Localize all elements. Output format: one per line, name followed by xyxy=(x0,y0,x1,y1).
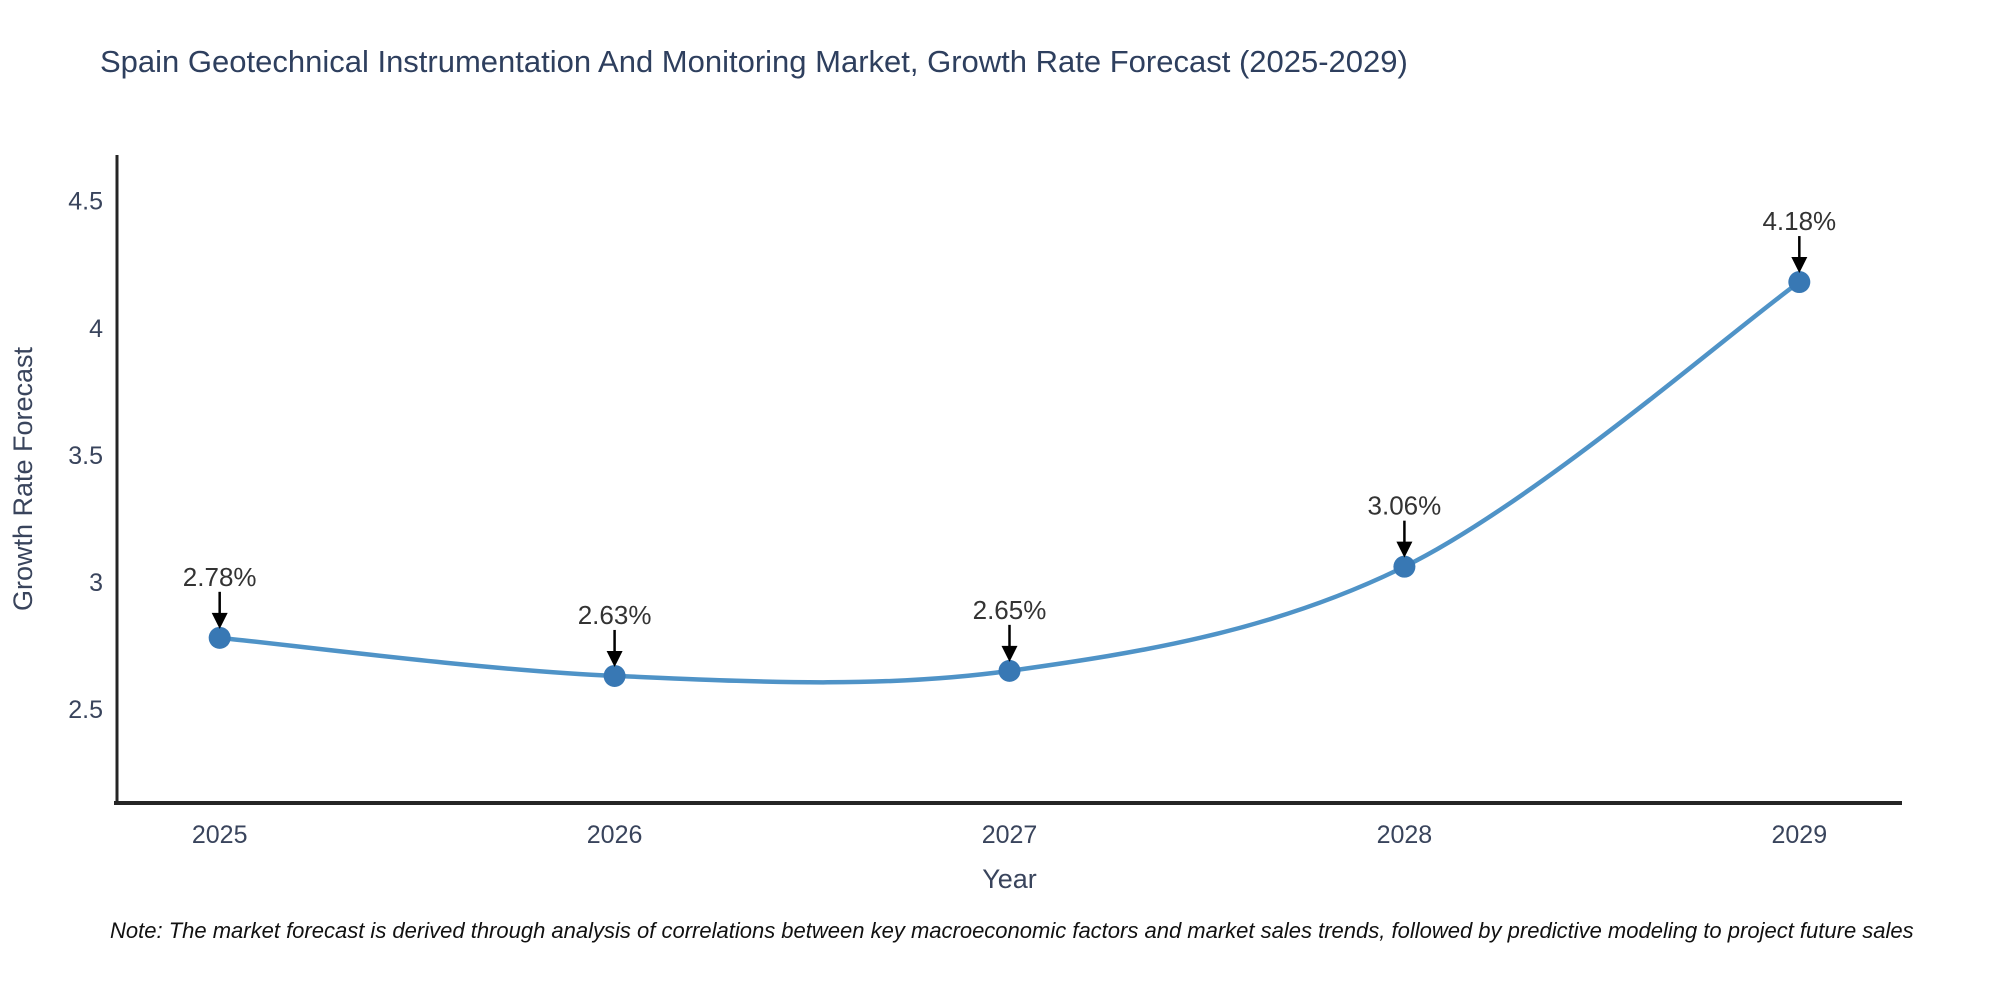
x-tick-label: 2027 xyxy=(982,821,1038,849)
data-point-marker[interactable] xyxy=(1788,271,1811,294)
y-tick-label: 4 xyxy=(89,315,103,343)
x-tick-label: 2025 xyxy=(192,821,248,849)
x-tick-label: 2026 xyxy=(587,821,643,849)
point-annotation: 2.63% xyxy=(578,600,652,630)
point-annotation: 2.65% xyxy=(973,595,1047,625)
data-point-marker[interactable] xyxy=(1393,555,1416,578)
data-point-marker[interactable] xyxy=(208,626,231,649)
annotation-arrowhead xyxy=(1001,645,1018,662)
data-point-marker[interactable] xyxy=(998,659,1021,682)
data-point-marker[interactable] xyxy=(603,664,626,687)
y-axis-title: Growth Rate Forecast xyxy=(8,346,38,611)
y-tick-label: 3 xyxy=(89,569,103,597)
point-annotation: 3.06% xyxy=(1368,491,1442,521)
footnote: Note: The market forecast is derived thr… xyxy=(110,918,1914,943)
annotation-arrowhead xyxy=(1396,541,1413,558)
y-tick-label: 4.5 xyxy=(68,188,103,216)
y-tick-label: 2.5 xyxy=(68,696,103,724)
point-annotation: 4.18% xyxy=(1762,206,1836,236)
annotation-arrowhead xyxy=(606,650,623,667)
annotation-arrowhead xyxy=(1791,257,1808,274)
point-annotation: 2.78% xyxy=(183,562,257,592)
series-line xyxy=(219,280,1801,685)
y-tick-label: 3.5 xyxy=(68,442,103,470)
x-tick-label: 2028 xyxy=(1377,821,1433,849)
annotation-arrowhead xyxy=(211,612,228,629)
x-tick-label: 2029 xyxy=(1772,821,1828,849)
x-axis-title: Year xyxy=(982,864,1037,894)
chart-title: Spain Geotechnical Instrumentation And M… xyxy=(100,44,1408,79)
